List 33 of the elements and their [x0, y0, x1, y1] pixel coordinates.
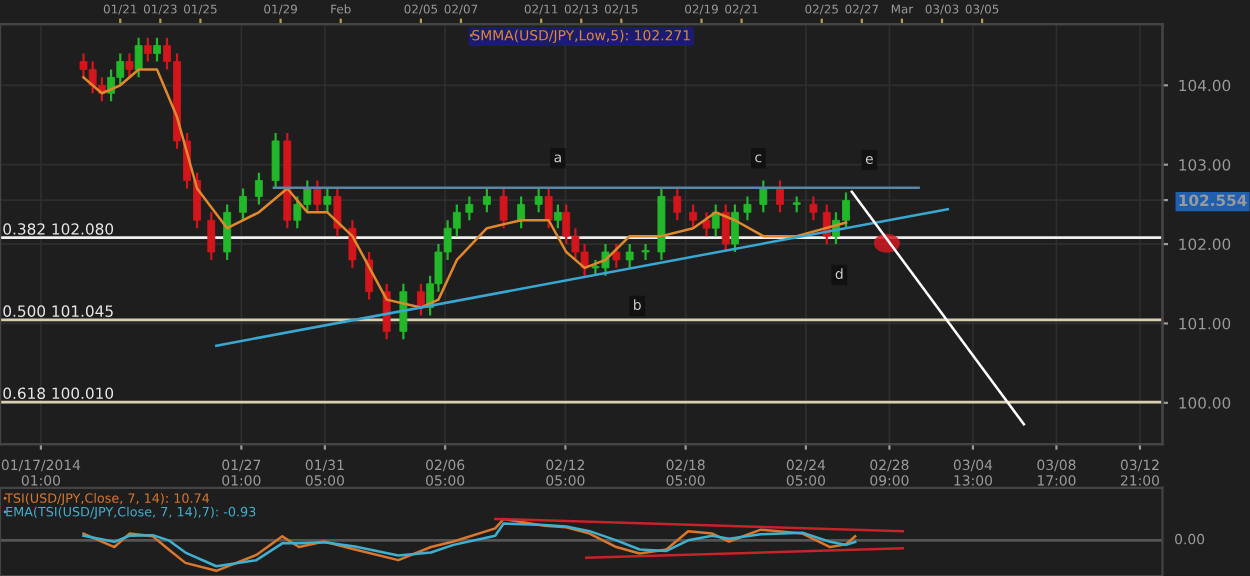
candlestick — [293, 195, 302, 230]
candlestick — [134, 36, 143, 79]
candlestick — [517, 195, 526, 230]
candlestick — [323, 187, 332, 214]
candlestick — [499, 187, 508, 230]
candlestick — [465, 195, 474, 222]
candlestick — [254, 171, 263, 206]
candlestick — [399, 282, 408, 341]
candlestick — [809, 195, 818, 222]
candlestick — [482, 187, 491, 214]
candlestick — [776, 179, 784, 214]
candlestick — [641, 242, 650, 262]
candlestick — [143, 36, 152, 63]
candlestick — [125, 52, 134, 79]
candlestick — [534, 187, 543, 214]
candlestick — [702, 211, 711, 238]
candlestick — [612, 242, 621, 269]
candlestick — [689, 203, 698, 230]
candlestick — [223, 203, 232, 262]
candlestick — [730, 203, 739, 254]
candlestick — [759, 179, 768, 214]
candlestick — [207, 211, 216, 262]
candlestick — [544, 187, 553, 230]
candlestick — [239, 187, 247, 222]
candlestick — [153, 36, 161, 63]
candlestick — [625, 242, 634, 269]
candlestick — [553, 203, 562, 230]
candlestick — [303, 179, 312, 214]
candlestick — [271, 131, 280, 190]
candlestick — [673, 187, 682, 222]
candlestick — [743, 195, 752, 222]
candlestick — [313, 179, 322, 214]
candlestick — [333, 187, 342, 238]
